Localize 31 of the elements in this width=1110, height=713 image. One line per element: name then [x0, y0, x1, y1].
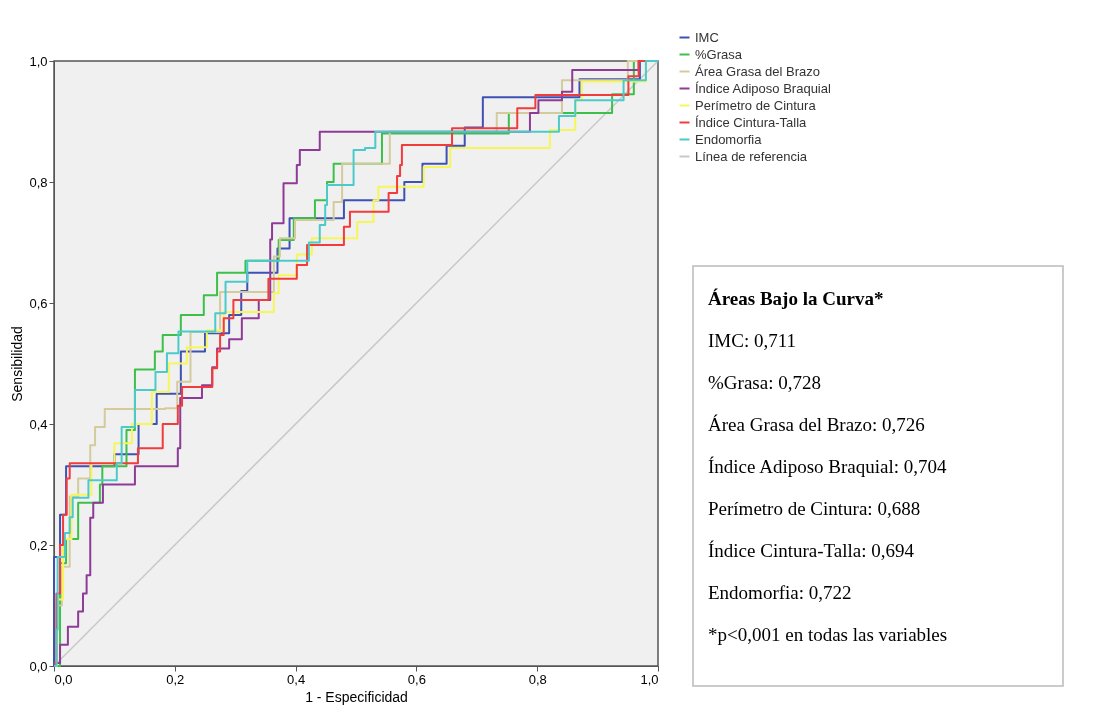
x-axis-title: 1 - Especificidad	[305, 688, 408, 705]
x-tick-label: 0,8	[528, 671, 547, 687]
text: Índice Adiposo Braquial: 0,704	[708, 456, 948, 477]
text: Área Grasa del Brazo: 0,726	[708, 414, 925, 435]
y-tick-label: 0,8	[29, 174, 48, 190]
legend-label: Área Grasa del Brazo	[695, 63, 821, 79]
x-tick-label: 0,2	[166, 671, 185, 687]
legend-label: Índice Cintura-Talla	[695, 114, 808, 130]
text: *p<0,001 en todas las variables	[708, 624, 948, 645]
x-tick-label: 0,6	[407, 671, 426, 687]
y-axis-title: Sensibilidad	[9, 326, 26, 402]
text: Índice Cintura-Talla: 0,694	[708, 540, 915, 561]
legend-label: Endomorfia	[695, 131, 763, 147]
legend-label: Índice Adiposo Braquial	[695, 80, 831, 96]
text: Áreas Bajo la Curva*	[708, 288, 884, 309]
x-tick-label: 1,0	[640, 671, 659, 687]
y-tick-label: 0,6	[29, 295, 48, 311]
x-tick-label: 0,0	[54, 671, 73, 687]
y-tick-label: 1,0	[29, 53, 48, 69]
text: IMC: 0,711	[708, 330, 796, 351]
legend-label: Perímetro de Cintura	[695, 97, 817, 113]
y-tick-label: 0,2	[29, 537, 48, 553]
y-tick-label: 0,0	[29, 658, 48, 674]
x-tick-label: 0,4	[287, 671, 306, 687]
legend-label: %Grasa	[695, 46, 743, 62]
legend-label: Línea de referencia	[695, 148, 808, 164]
y-tick-label: 0,4	[29, 416, 48, 432]
text: Endomorfia: 0,722	[708, 582, 852, 603]
legend-label: IMC	[695, 29, 719, 45]
text: %Grasa: 0,728	[708, 372, 821, 393]
text: Perímetro de Cintura: 0,688	[708, 498, 921, 519]
